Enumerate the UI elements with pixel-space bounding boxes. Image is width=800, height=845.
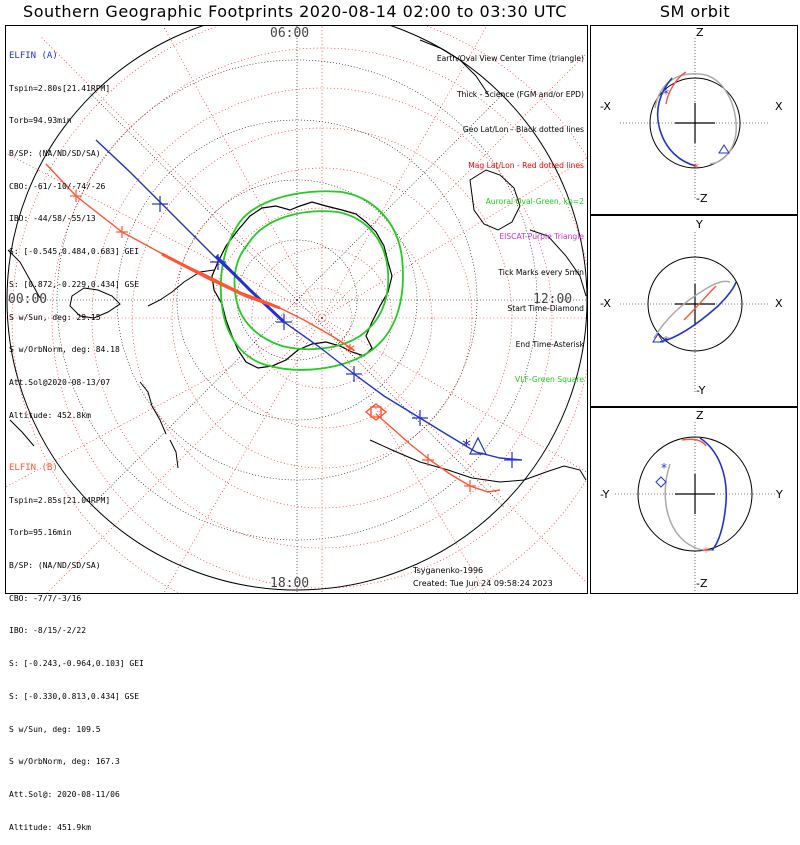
created-timestamp: Created: Tue Jun 24 09:58:24 2023 bbox=[413, 579, 553, 588]
elfin-a-line: Torb=94.93min bbox=[9, 116, 72, 126]
legend-item: EISCAT-Purple Triangle bbox=[499, 232, 584, 242]
sm-panel-3-right-label: Y bbox=[776, 488, 783, 501]
elfin-a-info: ELFIN (A) Tspin=2.80s[21.41RPM] Torb=94.… bbox=[9, 29, 139, 433]
elfin-b-ticks bbox=[70, 190, 476, 492]
sm-panel-2-top-label: Y bbox=[696, 218, 703, 231]
elfin-a-start-asterisk-icon: * bbox=[462, 436, 471, 457]
svg-text:*: * bbox=[703, 545, 709, 559]
elfin-b-line: S w/Sun, deg: 109.5 bbox=[9, 724, 101, 734]
legend-item: Auroral Oval-Green, kp=2 bbox=[485, 196, 584, 206]
legend-item: Tick Marks every 5min bbox=[498, 268, 584, 278]
geo-grid bbox=[6, 26, 587, 593]
elfin-a-title: ELFIN (A) bbox=[9, 50, 58, 61]
elfin-b-line: S: [-0.243,-0.964,0.103] GEI bbox=[9, 659, 144, 669]
mag-grid bbox=[6, 26, 587, 593]
elfin-b-line: Tspin=2.85s[21.04RPM] bbox=[9, 495, 111, 505]
clock-label-bottom: 18:00 bbox=[270, 576, 310, 591]
elfin-a-view-center-icon bbox=[469, 436, 487, 455]
svg-text:*: * bbox=[661, 461, 667, 475]
legend-item: Thick - Science (FGM and/or EPD) bbox=[457, 89, 584, 99]
sm-panel-2-left-label: -X bbox=[600, 297, 611, 310]
antarctica-coastline bbox=[211, 201, 393, 369]
model-label: Tsyganenko-1996 bbox=[413, 566, 484, 575]
svg-text:*: * bbox=[693, 161, 699, 175]
legend: Earth/Oval View Center Time (triangle) T… bbox=[437, 29, 584, 398]
elfin-a-line: Altitude: 452.8km bbox=[9, 410, 91, 420]
legend-item: Earth/Oval View Center Time (triangle) bbox=[436, 53, 584, 63]
elfin-a-line: B/SP: (NA/ND/SD/SA) bbox=[9, 148, 101, 158]
elfin-b-line: Att.Sol@: 2020-08-11/06 bbox=[9, 790, 120, 799]
sm-panel-frame-1 bbox=[590, 25, 798, 215]
elfin-a-track bbox=[95, 139, 523, 461]
map-frame bbox=[5, 25, 588, 594]
sm-panels: * * * * * bbox=[615, 38, 775, 592]
south-america-coastline bbox=[69, 287, 121, 319]
auroral-oval-inner bbox=[233, 210, 390, 351]
legend-item: End Time-Asterisk bbox=[515, 339, 584, 349]
sm-panel-yz: * * bbox=[615, 422, 775, 592]
auroral-oval-outer bbox=[219, 190, 404, 371]
svg-text:*: * bbox=[663, 87, 669, 101]
elfin-a-line: IBO: -44/58/-55/13 bbox=[9, 214, 96, 224]
polar-map: * * * * bbox=[6, 26, 775, 593]
sm-panel-frame-2 bbox=[590, 215, 798, 407]
west-coastline bbox=[7, 249, 41, 447]
elfin-a-line: S w/Sun, deg: 29.15 bbox=[9, 312, 101, 322]
sm-panel-3-top-label: Z bbox=[696, 409, 704, 422]
elfin-a-line: S w/OrbNorm, deg: 84.18 bbox=[9, 345, 120, 355]
new-zealand-coastline bbox=[139, 381, 179, 469]
sm-panel-xy: * bbox=[620, 232, 770, 392]
sm-panel-1-top-label: Z bbox=[696, 26, 704, 39]
sm-panel-1-bottom-label: -Z bbox=[696, 192, 708, 205]
elfin-a-science bbox=[214, 254, 286, 324]
legend-item: Mag Lat/Lon - Red dotted lines bbox=[468, 160, 584, 170]
legend-item: Geo Lat/Lon - Black dotted lines bbox=[462, 125, 584, 135]
earth-outline bbox=[6, 26, 587, 591]
africa-coastline bbox=[469, 169, 521, 231]
elfin-b-track-2 bbox=[375, 413, 501, 493]
elfin-b-line: B/SP: (NA/ND/SD/SA) bbox=[9, 560, 101, 570]
northeast-coastline bbox=[419, 39, 489, 95]
antarctic-peninsula bbox=[147, 269, 215, 307]
elfin-b-line: IBO: -8/15/-2/22 bbox=[9, 626, 87, 636]
clock-label-left: 00:00 bbox=[8, 292, 48, 307]
sm-panel-3-left-label: -Y bbox=[600, 488, 610, 501]
elfin-a-line: S: [0.872,-0.229,0.434] GSE bbox=[9, 279, 140, 289]
elfin-a-line: S: [-0.545,0.484,0.683] GEI bbox=[9, 247, 140, 257]
elfin-a-line: CBO: -61/-10/-74/-26 bbox=[9, 181, 106, 191]
elfin-a-line: Att.Sol@2020-08-13/07 bbox=[9, 378, 111, 387]
africa-east-coastline bbox=[529, 229, 587, 297]
sm-orbit-title: SM orbit bbox=[659, 2, 731, 21]
elfin-b-info: ELFIN (B) Tspin=2.85s[21.04RPM] Torb=95.… bbox=[9, 441, 144, 845]
elfin-b-line: S w/OrbNorm, deg: 167.3 bbox=[9, 757, 120, 767]
elfin-b-title: ELFIN (B) bbox=[9, 462, 58, 473]
sm-panel-1-left-label: -X bbox=[600, 100, 611, 113]
elfin-b-start-diamond-icon bbox=[364, 403, 388, 421]
sm-panel-xz: * * bbox=[620, 38, 770, 198]
elfin-b-science bbox=[161, 252, 281, 310]
elfin-b-end-asterisk-icon: * bbox=[345, 340, 355, 364]
sm-panel-3-bottom-label: -Z bbox=[696, 577, 708, 590]
map-title: Southern Geographic Footprints 2020-08-1… bbox=[23, 2, 567, 21]
legend-item: Start Time-Diamond bbox=[507, 303, 584, 313]
sm-panel-1-right-label: X bbox=[775, 100, 783, 113]
elfin-b-line: Torb=95.16min bbox=[9, 528, 72, 538]
elfin-a-ticks bbox=[152, 196, 520, 468]
clock-label-right: 12:00 bbox=[533, 292, 573, 307]
australia-coastline bbox=[369, 439, 587, 483]
svg-text:*: * bbox=[663, 334, 669, 348]
sm-panel-frame-3 bbox=[590, 407, 798, 594]
elfin-b-line: CBO: -7/7/-3/16 bbox=[9, 593, 82, 603]
legend-item: VLF-Green Square bbox=[515, 375, 584, 385]
elfin-b-line: Altitude: 451.9km bbox=[9, 822, 91, 832]
sm-panel-2-right-label: X bbox=[775, 297, 783, 310]
sm-panel-2-bottom-label: -Y bbox=[696, 384, 706, 397]
elfin-b-line: S: [-0.330,0.813,0.434] GSE bbox=[9, 691, 140, 701]
clock-label-top: 06:00 bbox=[270, 26, 310, 41]
elfin-a-line: Tspin=2.80s[21.41RPM] bbox=[9, 83, 111, 93]
